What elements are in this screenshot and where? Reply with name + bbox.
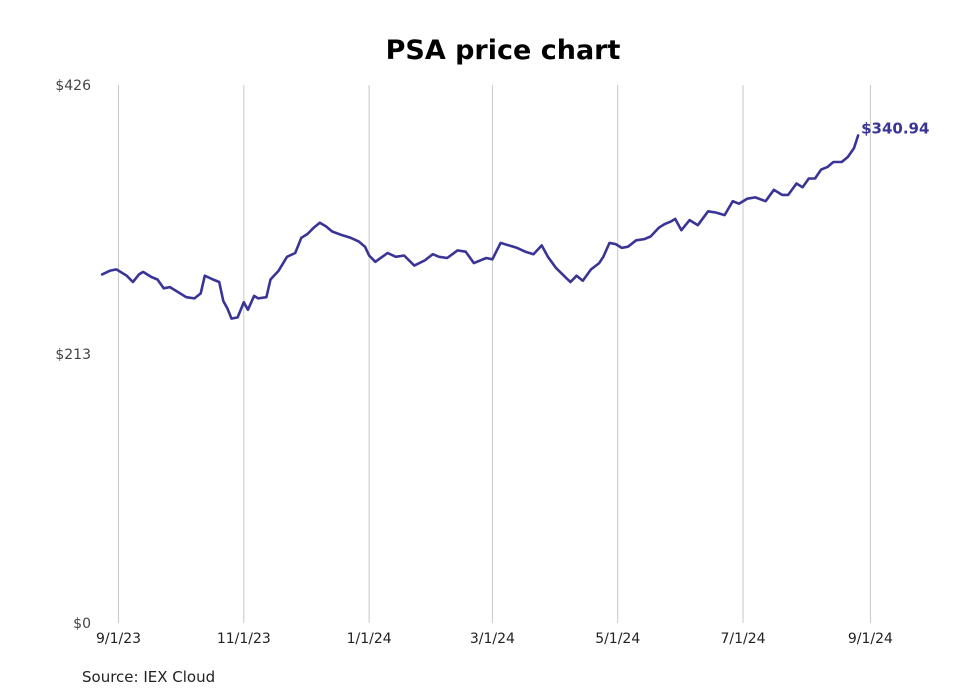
- x-axis: 9/1/23 11/1/23 1/1/24 3/1/24 5/1/24 7/1/24 9/1…: [96, 631, 893, 647]
- chart-title: PSA price chart: [386, 35, 621, 66]
- x-tick-label: 3/1/24: [470, 631, 515, 647]
- x-tick-label: 9/1/23: [96, 631, 141, 647]
- source-note: Source: IEX Cloud: [82, 668, 216, 686]
- y-tick-label: $213: [55, 347, 91, 363]
- x-tick-label: 9/1/24: [848, 631, 893, 647]
- y-axis: $0 $213 $426: [55, 78, 91, 632]
- series-line: [100, 134, 860, 320]
- x-tick-label: 1/1/24: [347, 631, 392, 647]
- last-price-label: $340.94: [861, 120, 929, 138]
- x-tick-label: 11/1/23: [217, 631, 271, 647]
- x-tick-label: 5/1/24: [595, 631, 640, 647]
- x-tick-label: 7/1/24: [721, 631, 766, 647]
- y-tick-label: $426: [55, 78, 91, 94]
- gridlines: [117, 85, 871, 623]
- y-tick-label: $0: [73, 616, 91, 632]
